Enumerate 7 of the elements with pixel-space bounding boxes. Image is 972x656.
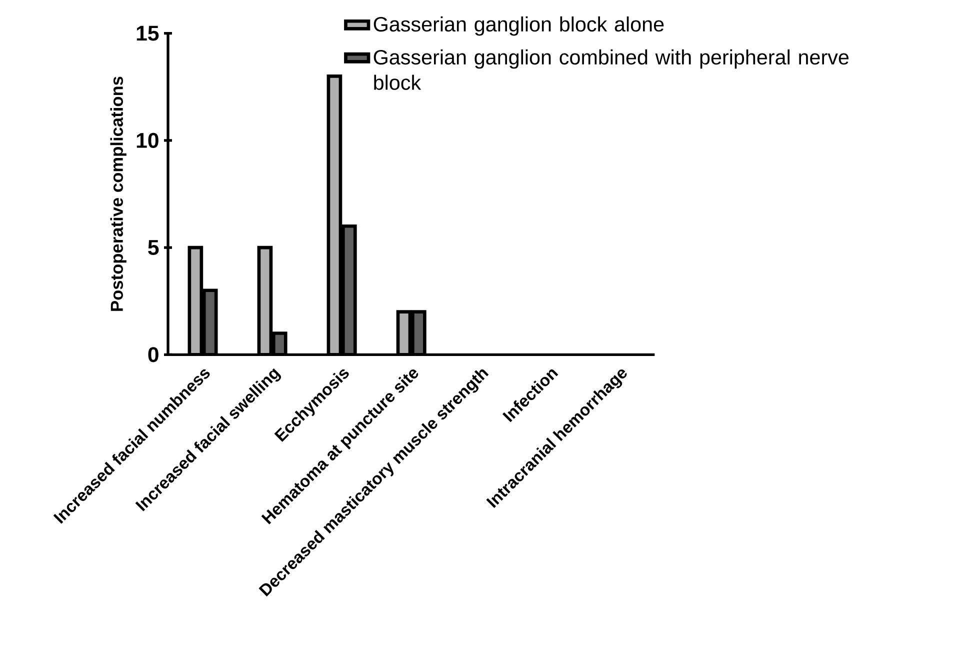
y-tick-label: 0	[148, 347, 158, 362]
legend-label: Gasserian ganglion block alone	[374, 16, 664, 36]
y-tick-label: 10	[136, 132, 158, 148]
y-tick-label: 5	[148, 240, 159, 255]
legend-label: Gasserian ganglion combined with peripheral nerve block	[374, 49, 849, 90]
y-tick-label: 15	[136, 26, 159, 41]
y-axis-title: Postoperative complications	[110, 76, 126, 311]
